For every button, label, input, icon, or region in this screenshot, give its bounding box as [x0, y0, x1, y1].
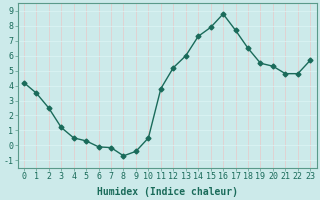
- X-axis label: Humidex (Indice chaleur): Humidex (Indice chaleur): [97, 186, 237, 197]
